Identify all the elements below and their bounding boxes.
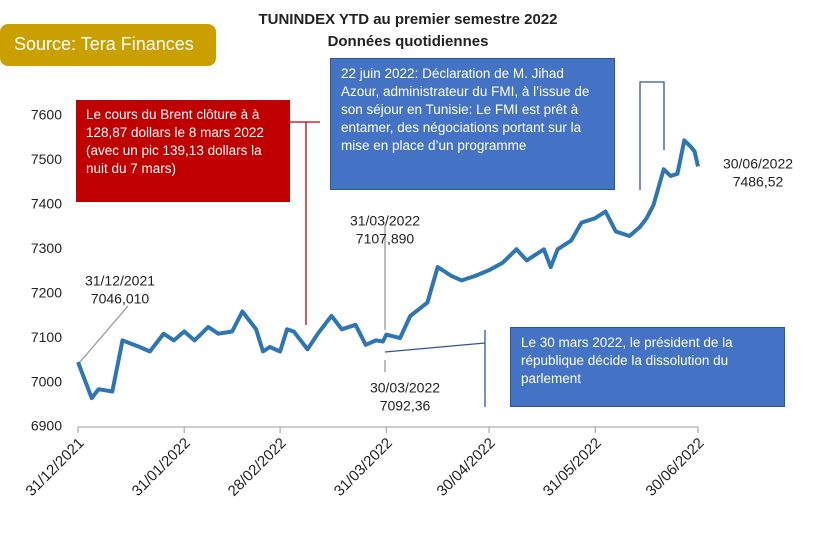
source-badge xyxy=(0,24,216,66)
x-tick-label: 28/02/2022 xyxy=(225,435,290,500)
point-label: 7107,890 xyxy=(356,231,415,247)
point-label: 7486,52 xyxy=(733,174,784,190)
annotation-box: Le 30 mars 2022, le président de la répu… xyxy=(510,327,785,407)
y-tick-label: 7000 xyxy=(31,373,62,389)
y-tick-label: 7600 xyxy=(31,107,62,123)
x-tick-label: 30/04/2022 xyxy=(434,435,499,500)
y-tick-label: 7200 xyxy=(31,284,62,300)
point-label: 7092,36 xyxy=(380,398,431,414)
x-tick-label: 31/05/2022 xyxy=(540,435,605,500)
annotation-box: Le cours du Brent clôture à à 128,87 dol… xyxy=(76,100,290,202)
point-label: 30/06/2022 xyxy=(723,156,793,172)
x-tick-label: 30/06/2022 xyxy=(643,435,708,500)
point-label: 7046,010 xyxy=(91,291,150,307)
point-label: 31/03/2022 xyxy=(350,213,420,229)
chart-title: TUNINDEX YTD au premier semestre 2022 xyxy=(258,11,557,28)
y-tick-label: 7100 xyxy=(31,329,62,345)
connector xyxy=(290,121,320,325)
x-tick-label: 31/03/2022 xyxy=(331,435,396,500)
x-tick-label: 31/12/2021 xyxy=(23,435,88,500)
y-tick-label: 7400 xyxy=(31,196,62,212)
connector xyxy=(384,330,486,407)
line-series xyxy=(76,138,700,401)
y-tick-label: 7300 xyxy=(31,240,62,256)
connectors xyxy=(79,81,665,407)
y-tick-label: 6900 xyxy=(31,418,62,434)
source: Source: Tera Finances xyxy=(14,34,194,54)
point-label: 31/12/2021 xyxy=(85,273,155,289)
y-tick-label: 7500 xyxy=(31,151,62,167)
annotation-box: 22 juin 2022: Déclaration de M. Jihad Az… xyxy=(330,58,615,190)
x-tick-label: 31/01/2022 xyxy=(129,435,194,500)
point-label: 30/03/2022 xyxy=(370,380,440,396)
chart-subtitle: Données quotidiennes xyxy=(328,33,489,50)
connector xyxy=(79,225,386,372)
connector xyxy=(639,81,665,190)
